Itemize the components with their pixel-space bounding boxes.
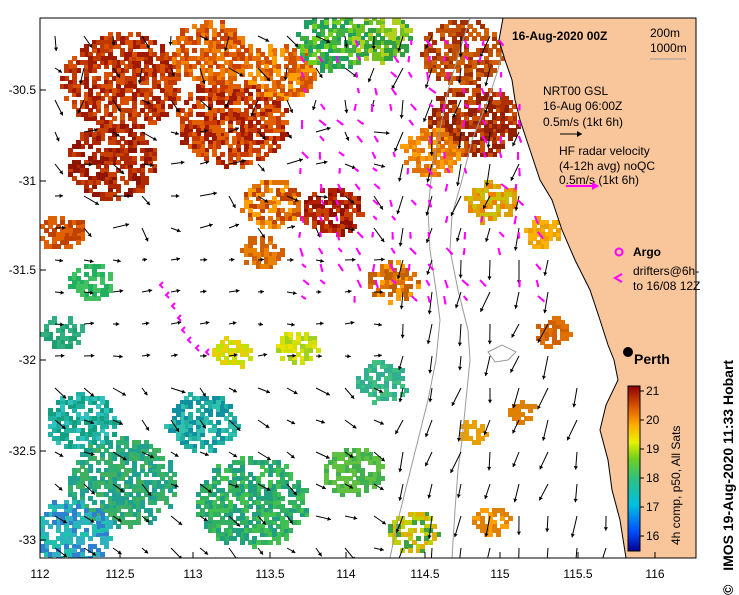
lon-tick-label: 115.5 [563,567,592,581]
lon-tick-label: 114 [336,567,355,581]
lat-tick-label: -32 [19,353,37,367]
colorbar-tick-label: 16 [646,529,660,543]
credit-text: IMOS 19-Aug-2020 11:33 Hobart [720,360,736,571]
drifters-label-line2: to 16/08 12Z [633,279,700,293]
lat-tick-label: -33 [19,533,37,547]
nrt-legend-line1: NRT00 GSL [543,84,608,98]
map-title: 16-Aug-2020 00Z [512,29,607,43]
lon-tick-label: 114.5 [410,567,439,581]
nrt-legend-line2: 16-Aug 06:00Z [543,99,622,113]
colorbar-tick-label: 20 [646,413,660,427]
colorbar-title: 4h comp, p50, All Sats [669,426,683,545]
perth-marker [623,347,633,357]
colorbar-gradient [628,386,640,551]
hf-legend-line2: (4-12h avg) noQC [559,159,655,173]
lon-tick-label: 112 [30,567,49,581]
lon-tick-label: 112.5 [105,567,134,581]
lon-tick-label: 115 [490,567,509,581]
nrt-legend-scale: 0.5m/s (1kt 6h) [543,115,623,129]
hf-legend-scale: 0.5m/s (1kt 6h) [559,173,639,187]
depth-legend-200m: 200m [650,26,680,40]
lat-tick-label: -30.5 [9,83,37,97]
city-label-perth: Perth [634,351,670,367]
credit-line: © IMOS 19-Aug-2020 11:33 Hobart [720,360,736,595]
lon-tick-label: 116 [645,567,664,581]
colorbar-tick-label: 19 [646,442,660,456]
drifters-label-line1: drifters@6h- [633,264,699,278]
argo-label: Argo [633,245,661,259]
depth-legend-1000m: 1000m [650,41,687,55]
copyright-icon: © [720,585,736,595]
hf-legend-line1: HF radar velocity [559,144,650,158]
lat-tick-label: -31 [19,174,37,188]
colorbar-tick-label: 18 [646,471,660,485]
lat-tick-label: -31.5 [9,263,37,277]
lat-tick-label: -32.5 [9,444,37,458]
colorbar-tick-label: 21 [646,384,660,398]
colorbar-tick-label: 17 [646,500,660,514]
lon-tick-label: 113 [183,567,202,581]
lon-tick-label: 113.5 [255,567,284,581]
